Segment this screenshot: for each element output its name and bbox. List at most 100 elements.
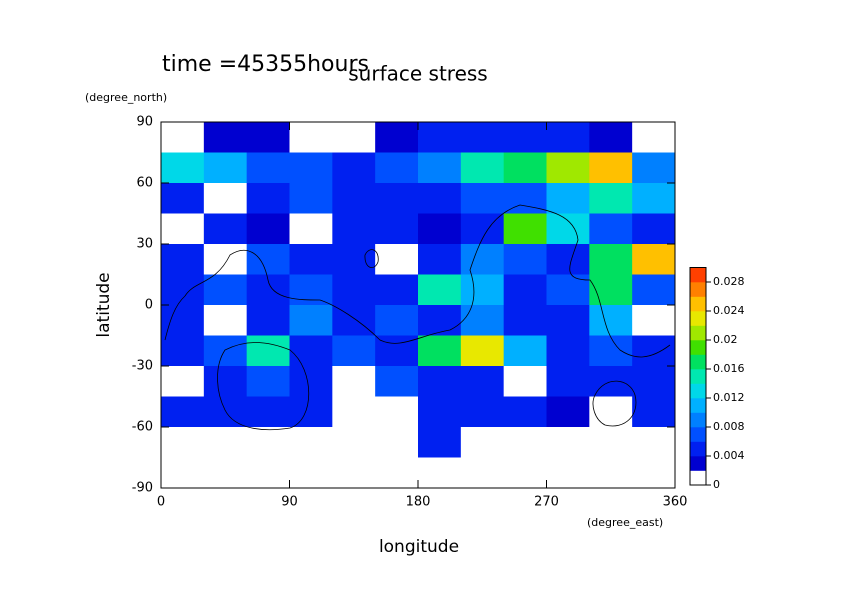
y-units: (degree_north) — [85, 91, 167, 104]
field-cell — [632, 366, 675, 397]
field-cell — [632, 305, 675, 336]
field-cell — [161, 366, 205, 397]
field-cell — [203, 244, 248, 275]
colorbar-swatch — [690, 282, 706, 297]
field-cell — [332, 152, 376, 184]
field-cell — [203, 335, 248, 367]
colorbar-tick-label: 0.028 — [713, 275, 745, 288]
field-cell — [246, 305, 290, 336]
colorbar-swatch — [690, 470, 706, 486]
field-cell — [632, 183, 675, 214]
field-cell — [203, 122, 248, 153]
field-cell — [418, 244, 462, 275]
field-cell — [246, 183, 290, 214]
field-cell — [418, 213, 462, 245]
field-cell — [203, 396, 248, 428]
colorbar-swatch — [690, 340, 706, 355]
field-cell — [503, 396, 547, 428]
field-cell — [589, 274, 633, 306]
y-tick-label: -60 — [132, 420, 153, 435]
field-cell — [332, 335, 376, 367]
field-cell — [246, 335, 290, 367]
colorbar-swatch — [690, 441, 706, 457]
field-cell — [375, 152, 419, 184]
field-cell — [418, 335, 462, 367]
colorbar-tick-label: 0.008 — [713, 420, 745, 433]
field-cell — [332, 427, 376, 458]
colorbar-tick-label: 0.016 — [713, 362, 745, 375]
x-tick-label: 270 — [534, 495, 559, 510]
field-cell — [460, 183, 505, 214]
field-cell — [203, 152, 248, 184]
field-cell — [632, 427, 675, 458]
field-cell — [546, 335, 590, 367]
field-cell — [161, 213, 205, 245]
field-cell — [332, 396, 376, 428]
field-cell — [289, 305, 333, 336]
field-cell — [632, 122, 675, 153]
field-cell — [161, 152, 205, 184]
field-cell — [246, 396, 290, 428]
colorbar-swatch — [690, 398, 706, 413]
field-cell — [632, 335, 675, 367]
field-cell — [246, 213, 290, 245]
field-cell — [546, 305, 590, 336]
field-cell — [503, 427, 547, 458]
field-cell — [332, 213, 376, 245]
y-tick-label: -30 — [132, 359, 153, 374]
field-cell — [546, 396, 590, 428]
field-cell — [418, 152, 462, 184]
field-cell — [589, 396, 633, 428]
field-cell — [589, 213, 633, 245]
field-cell — [332, 274, 376, 306]
field-cell — [589, 183, 633, 214]
colorbar-frame — [689, 267, 707, 486]
field — [161, 122, 675, 488]
field-cell — [503, 305, 547, 336]
colorbar-tick-label: 0.012 — [713, 391, 745, 404]
field-cell — [503, 335, 547, 367]
field-cell — [546, 213, 590, 245]
field-cell — [375, 244, 419, 275]
y-tick-label: -90 — [132, 481, 153, 496]
field-cell — [203, 457, 248, 488]
field-cell — [546, 244, 590, 275]
field-cell — [289, 152, 333, 184]
field-cell — [589, 427, 633, 458]
y-tick-label: 90 — [136, 115, 153, 130]
field-cell — [503, 213, 547, 245]
x-tick-label: 90 — [281, 495, 298, 510]
field-cell — [289, 274, 333, 306]
field-cell — [332, 183, 376, 214]
field-cell — [375, 457, 419, 488]
field-cell — [632, 457, 675, 488]
field-cell — [203, 305, 248, 336]
field-cell — [203, 274, 248, 306]
field-cell — [375, 213, 419, 245]
field-cell — [375, 396, 419, 428]
field-cell — [460, 122, 505, 153]
x-units: (degree_east) — [587, 516, 663, 529]
field-cell — [161, 457, 205, 488]
y-axis-label: latitude — [94, 272, 114, 337]
field-cell — [589, 335, 633, 367]
field-cell — [460, 335, 505, 367]
field-cell — [246, 427, 290, 458]
colorbar-tick-label: 0.02 — [713, 333, 738, 346]
field-cell — [546, 152, 590, 184]
x-axis-label: longitude — [379, 537, 459, 557]
field-cell — [289, 427, 333, 458]
field-cell — [632, 396, 675, 428]
field-cell — [246, 366, 290, 397]
x-tick-label: 0 — [157, 495, 165, 510]
field-cell — [289, 213, 333, 245]
field-cell — [246, 274, 290, 306]
y-tick-label: 0 — [145, 298, 153, 313]
field-cell — [503, 152, 547, 184]
field-cell — [246, 244, 290, 275]
colorbar-swatch — [690, 296, 706, 312]
field-cell — [246, 152, 290, 184]
field-cell — [632, 152, 675, 184]
field-cell — [632, 274, 675, 306]
